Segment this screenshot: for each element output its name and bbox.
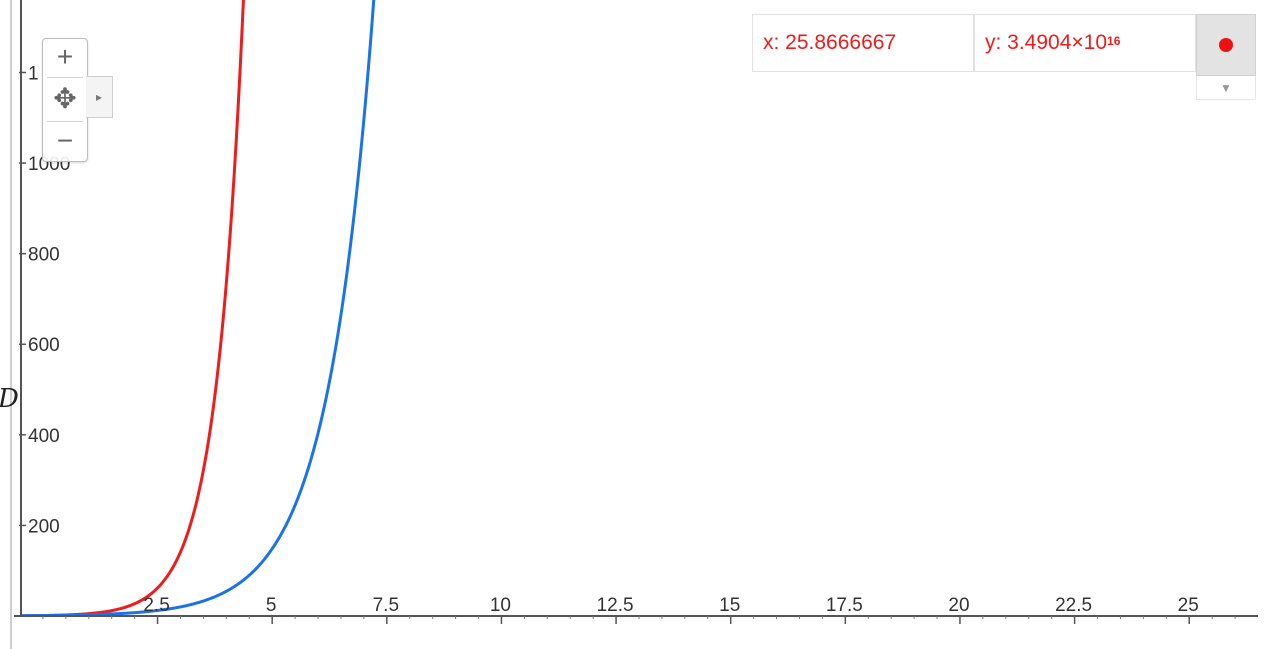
- x-tick-label: 17.5: [826, 595, 863, 616]
- red-dot-icon: [1219, 38, 1233, 52]
- x-coordinate-value: x: 25.8666667: [752, 14, 974, 72]
- series-line-2: [19, 0, 376, 617]
- x-tick-label: 10: [490, 595, 511, 616]
- y-tick-label: 1: [28, 63, 39, 84]
- x-tick-label: 12.5: [597, 595, 634, 616]
- x-tick-label: 20: [948, 595, 969, 616]
- panel-divider[interactable]: [10, 0, 12, 649]
- x-tick-label: 7.5: [373, 595, 399, 616]
- y-coordinate-exponent: 16: [1107, 34, 1121, 48]
- graph-svg[interactable]: 2.5 5 7.5 10 12.5 15 17.5 20 22.5 25 200 400 600 800 1…: [14, 0, 1264, 649]
- dropdown-arrow-icon[interactable]: ▼: [1196, 76, 1256, 100]
- zoom-out-button[interactable]: −: [56, 125, 74, 156]
- y-tick-label: 200: [28, 516, 60, 537]
- x-tick-label: 15: [719, 595, 740, 616]
- zoom-separator: [47, 77, 83, 78]
- y-tick-label: 800: [28, 245, 60, 266]
- y-tick-label: 600: [28, 335, 60, 356]
- pan-expand-arrow-icon[interactable]: ▸: [86, 76, 113, 118]
- zoom-in-button[interactable]: +: [56, 41, 74, 72]
- y-tick-label: 400: [28, 426, 60, 447]
- zoom-separator: [47, 121, 83, 122]
- pan-icon[interactable]: ✥: [53, 83, 77, 114]
- series-color-swatch[interactable]: [1196, 14, 1256, 76]
- x-tick-label: 5: [266, 595, 277, 616]
- x-tick-label: 22.5: [1055, 595, 1092, 616]
- x-tick-label: 2.5: [143, 595, 169, 616]
- axes-layer: 2.5 5 7.5 10 12.5 15 17.5 20 22.5 25 200 400 600 800 1…: [14, 0, 1258, 624]
- graph-plot-area[interactable]: 2.5 5 7.5 10 12.5 15 17.5 20 22.5 25 200 400 600 800 1…: [14, 0, 1264, 649]
- x-tick-label: 25: [1178, 595, 1199, 616]
- left-panel-edge: [0, 0, 12, 649]
- y-coordinate-value: y: 3.4904×10 16: [974, 14, 1196, 72]
- y-coordinate-mantissa: y: 3.4904×10: [985, 31, 1108, 54]
- zoom-control-panel: + ✥ −: [42, 38, 88, 162]
- cut-off-symbol: D: [0, 384, 19, 414]
- coordinate-readout: x: 25.8666667 y: 3.4904×10 16 ▼: [752, 14, 1256, 100]
